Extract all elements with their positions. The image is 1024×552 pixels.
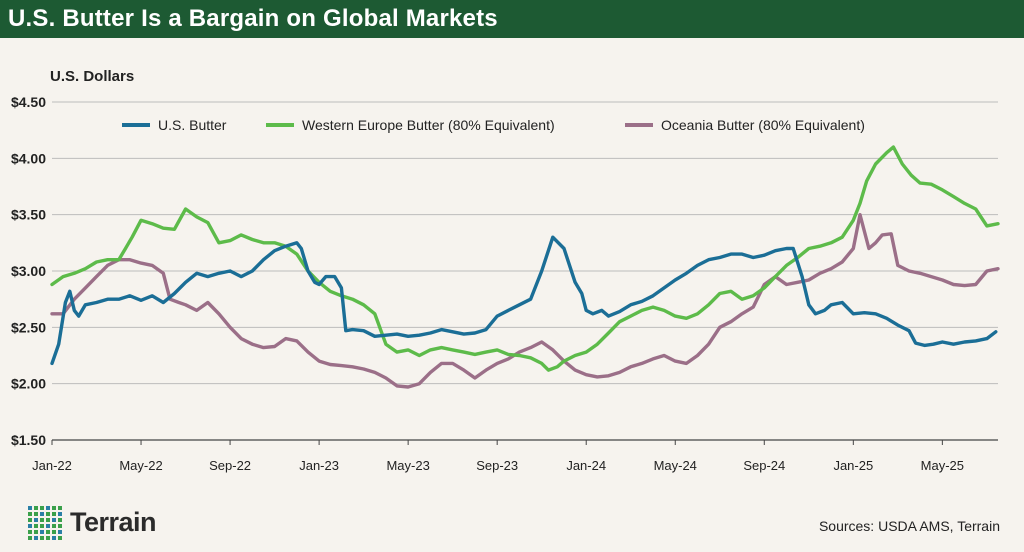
x-tick-label: Sep-22 [209,458,251,473]
logo-dot [58,518,62,522]
chart-title: U.S. Butter Is a Bargain on Global Marke… [8,5,498,32]
logo-dot [40,512,44,516]
logo-dot [46,530,50,534]
logo-dot [58,512,62,516]
logo-dot [34,536,38,540]
logo-dot [28,524,32,528]
legend-label-us: U.S. Butter [158,117,227,133]
logo-dot [28,536,32,540]
logo-dot [28,518,32,522]
y-tick-label: $3.50 [11,207,46,223]
logo-dot [52,530,56,534]
logo-dot [52,506,56,510]
logo-dot [52,512,56,516]
x-tick-label: May-22 [119,458,162,473]
logo-dot [58,524,62,528]
sources-note: Sources: USDA AMS, Terrain [818,518,1000,534]
series-line-oc [50,213,1000,389]
logo-dot [46,536,50,540]
x-tick-label: Sep-24 [743,458,785,473]
logo-dot [58,530,62,534]
title-bar: U.S. Butter Is a Bargain on Global Marke… [0,0,1024,38]
logo-dot [46,524,50,528]
terrain-logo-icon [28,506,62,540]
logo-dot [40,524,44,528]
legend-label-we: Western Europe Butter (80% Equivalent) [302,117,555,133]
logo-dot [34,512,38,516]
x-tick-label: May-23 [386,458,429,473]
logo-dot [40,536,44,540]
y-tick-label: $4.50 [11,94,46,110]
x-tick-label: Jan-24 [566,458,606,473]
logo-dot [58,506,62,510]
series-line-us [50,235,998,366]
legend-label-oc: Oceania Butter (80% Equivalent) [661,117,865,133]
x-tick-label: Jan-22 [32,458,72,473]
logo-dot [28,512,32,516]
x-tick-label: Jan-25 [833,458,873,473]
y-axis-label: U.S. Dollars [50,68,135,85]
logo-dot [34,506,38,510]
y-tick-labels: $1.50 $2.00 $2.50 $3.00 $3.50 $4.00 $4.50 [11,94,46,448]
logo-dot [40,518,44,522]
logo-dot [40,506,44,510]
y-tick-label: $3.00 [11,263,46,279]
logo-dot [28,506,32,510]
y-tick-label: $1.50 [11,432,46,448]
x-tick-label: May-24 [654,458,697,473]
series-lines [50,145,1000,389]
logo-dot [28,530,32,534]
logo-dot [34,530,38,534]
logo-dot [34,524,38,528]
legend: U.S. Butter Western Europe Butter (80% Eq… [122,117,865,133]
logo-dot [46,512,50,516]
x-tick-labels: Jan-22 May-22 Sep-22 Jan-23 May-23 Sep-23 Jan-… [32,440,964,473]
logo-dot [52,518,56,522]
logo-dot [40,530,44,534]
grid-lines [52,101,998,441]
y-tick-label: $2.00 [11,376,46,392]
series-line-we [50,145,1000,372]
y-tick-label: $2.50 [11,319,46,335]
y-tick-label: $4.00 [11,150,46,166]
logo-dot [46,518,50,522]
x-tick-label: Sep-23 [476,458,518,473]
logo-dot [58,536,62,540]
brand-name: Terrain [70,507,157,537]
logo-dot [52,536,56,540]
logo-dot [52,524,56,528]
x-tick-label: May-25 [921,458,964,473]
line-chart: $1.50 $2.00 $2.50 $3.00 $3.50 $4.00 $4.50 Jan-… [11,94,1000,473]
x-tick-label: Jan-23 [299,458,339,473]
logo-dot [34,518,38,522]
logo-dot [46,506,50,510]
